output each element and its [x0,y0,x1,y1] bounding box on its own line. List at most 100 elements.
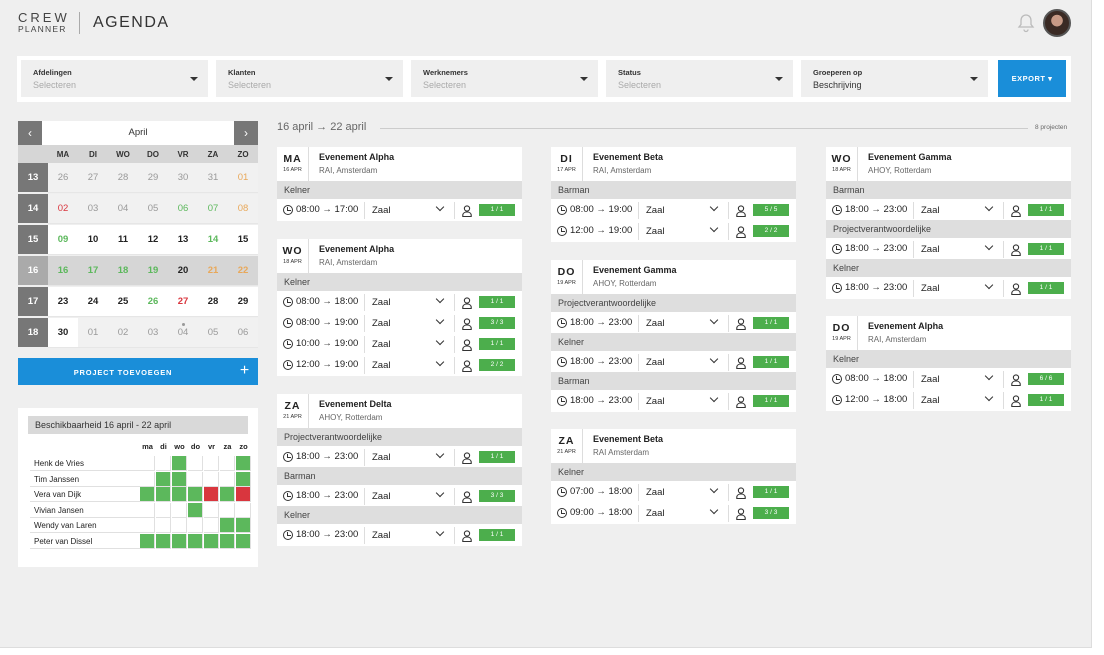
shift-location-select[interactable]: Zaal [372,205,391,216]
calendar-day[interactable]: 29 [138,163,168,193]
shift-location-select[interactable]: Zaal [646,508,665,519]
chevron-down-icon[interactable] [709,393,719,403]
calendar-day[interactable]: 30 [48,318,78,348]
user-icon[interactable] [736,395,746,409]
staffing-badge[interactable]: 1 / 1 [753,356,789,368]
calendar-day[interactable]: 25 [108,287,138,317]
staffing-badge[interactable]: 3 / 3 [753,507,789,519]
export-button[interactable]: EXPORT ▾ [998,60,1066,97]
calendar-day[interactable]: 23 [48,287,78,317]
prev-month-button[interactable]: ‹ [18,121,42,145]
shift-location-select[interactable]: Zaal [372,339,391,350]
chevron-down-icon[interactable] [984,280,994,290]
chevron-down-icon[interactable] [984,202,994,212]
shift-location-select[interactable]: Zaal [921,205,940,216]
calendar-day[interactable]: 14 [198,225,228,255]
user-icon[interactable] [1011,394,1021,408]
staffing-badge[interactable]: 1 / 1 [479,296,515,308]
staffing-badge[interactable]: 2 / 2 [479,359,515,371]
shift-location-select[interactable]: Zaal [372,530,391,541]
calendar-day[interactable]: 04 [168,318,198,348]
calendar-day[interactable]: 05 [198,318,228,348]
user-icon[interactable] [1011,243,1021,257]
calendar-day[interactable]: 01 [228,163,258,193]
calendar-day[interactable]: 31 [198,163,228,193]
shift-location-select[interactable]: Zaal [372,318,391,329]
chevron-down-icon[interactable] [435,336,445,346]
calendar-day[interactable]: 26 [138,287,168,317]
project-card[interactable]: DO 19 APR Evenement Gamma AHOY, Rotterdam Pr… [551,260,796,412]
user-icon[interactable] [462,451,472,465]
filter-klanten[interactable]: Klanten Selecteren [216,60,403,97]
calendar-day[interactable]: 29 [228,287,258,317]
add-project-button[interactable]: PROJECT TOEVOEGEN + [18,358,258,385]
user-icon[interactable] [462,359,472,373]
shift-location-select[interactable]: Zaal [646,318,665,329]
calendar-day[interactable]: 26 [48,163,78,193]
project-card[interactable]: WO 18 APR Evenement Gamma AHOY, Rotterdam Ba… [826,147,1071,299]
chevron-down-icon[interactable] [435,488,445,498]
chevron-down-icon[interactable] [435,315,445,325]
staffing-badge[interactable]: 1 / 1 [753,317,789,329]
filter-groeperen-op[interactable]: Groeperen op Beschrijving [801,60,988,97]
calendar-day[interactable]: 04 [108,194,138,224]
staffing-badge[interactable]: 2 / 2 [753,225,789,237]
calendar-day[interactable]: 28 [198,287,228,317]
user-icon[interactable] [736,486,746,500]
chevron-down-icon[interactable] [984,241,994,251]
chevron-down-icon[interactable] [435,202,445,212]
calendar-day[interactable]: 18 [108,256,138,286]
user-icon[interactable] [462,296,472,310]
user-icon[interactable] [736,507,746,521]
calendar-day[interactable]: 08 [228,194,258,224]
user-icon[interactable] [1011,204,1021,218]
calendar-day[interactable]: 27 [78,163,108,193]
calendar-day[interactable]: 13 [168,225,198,255]
calendar-day[interactable]: 20 [168,256,198,286]
project-card[interactable]: ZA 21 APR Evenement Beta RAI Amsterdam Kelne… [551,429,796,524]
calendar-day[interactable]: 11 [108,225,138,255]
chevron-down-icon[interactable] [709,223,719,233]
staffing-badge[interactable]: 1 / 1 [479,529,515,541]
user-icon[interactable] [462,317,472,331]
calendar-day[interactable]: 28 [108,163,138,193]
shift-location-select[interactable]: Zaal [646,357,665,368]
calendar-day[interactable]: 06 [228,318,258,348]
shift-location-select[interactable]: Zaal [646,396,665,407]
calendar-day[interactable]: 24 [78,287,108,317]
chevron-down-icon[interactable] [435,357,445,367]
user-icon[interactable] [736,225,746,239]
shift-location-select[interactable]: Zaal [372,452,391,463]
calendar-day[interactable]: 16 [48,256,78,286]
staffing-badge[interactable]: 1 / 1 [1028,282,1064,294]
staffing-badge[interactable]: 6 / 6 [1028,373,1064,385]
shift-location-select[interactable]: Zaal [921,395,940,406]
shift-location-select[interactable]: Zaal [372,360,391,371]
calendar-day[interactable]: 06 [168,194,198,224]
filter-afdelingen[interactable]: Afdelingen Selecteren [21,60,208,97]
staffing-badge[interactable]: 1 / 1 [753,486,789,498]
user-icon[interactable] [1011,373,1021,387]
calendar-day[interactable]: 15 [228,225,258,255]
staffing-badge[interactable]: 1 / 1 [1028,204,1064,216]
calendar-day[interactable]: 02 [108,318,138,348]
calendar-day[interactable]: 22 [228,256,258,286]
chevron-down-icon[interactable] [435,449,445,459]
calendar-day[interactable]: 21 [198,256,228,286]
shift-location-select[interactable]: Zaal [921,244,940,255]
user-icon[interactable] [736,204,746,218]
chevron-down-icon[interactable] [984,392,994,402]
project-card[interactable]: DI 17 APR Evenement Beta RAI, Amsterdam Barm… [551,147,796,242]
calendar-day[interactable]: 10 [78,225,108,255]
project-card[interactable]: MA 16 APR Evenement Alpha RAI, Amsterdam Kel… [277,147,522,221]
calendar-day[interactable]: 03 [78,194,108,224]
chevron-down-icon[interactable] [709,354,719,364]
shift-location-select[interactable]: Zaal [372,297,391,308]
staffing-badge[interactable]: 1 / 1 [753,395,789,407]
next-month-button[interactable]: › [234,121,258,145]
calendar-day[interactable]: 17 [78,256,108,286]
chevron-down-icon[interactable] [435,294,445,304]
user-icon[interactable] [462,204,472,218]
user-icon[interactable] [462,338,472,352]
calendar-day[interactable]: 01 [78,318,108,348]
